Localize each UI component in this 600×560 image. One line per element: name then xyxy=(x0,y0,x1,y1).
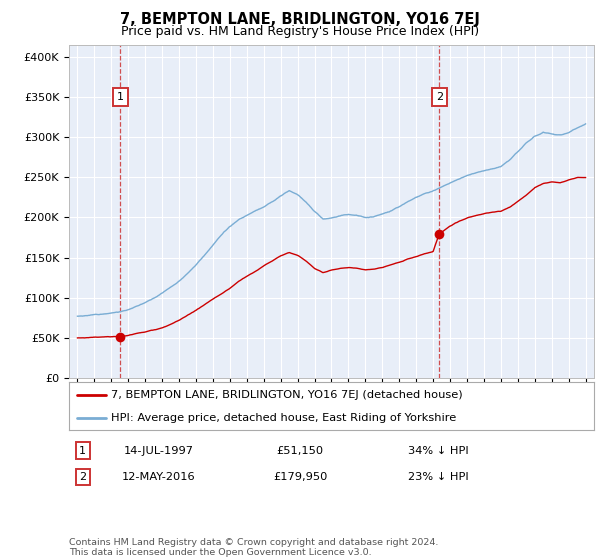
Text: 7, BEMPTON LANE, BRIDLINGTON, YO16 7EJ (detached house): 7, BEMPTON LANE, BRIDLINGTON, YO16 7EJ (… xyxy=(111,390,463,400)
Text: £179,950: £179,950 xyxy=(273,472,327,482)
Text: 1: 1 xyxy=(117,92,124,102)
Text: 1: 1 xyxy=(79,446,86,456)
Text: 7, BEMPTON LANE, BRIDLINGTON, YO16 7EJ: 7, BEMPTON LANE, BRIDLINGTON, YO16 7EJ xyxy=(120,12,480,27)
Text: 23% ↓ HPI: 23% ↓ HPI xyxy=(407,472,469,482)
Text: 2: 2 xyxy=(79,472,86,482)
Text: 14-JUL-1997: 14-JUL-1997 xyxy=(124,446,194,456)
Text: Contains HM Land Registry data © Crown copyright and database right 2024.
This d: Contains HM Land Registry data © Crown c… xyxy=(69,538,439,557)
Text: 34% ↓ HPI: 34% ↓ HPI xyxy=(407,446,469,456)
Text: HPI: Average price, detached house, East Riding of Yorkshire: HPI: Average price, detached house, East… xyxy=(111,413,456,423)
Text: £51,150: £51,150 xyxy=(277,446,323,456)
Text: Price paid vs. HM Land Registry's House Price Index (HPI): Price paid vs. HM Land Registry's House … xyxy=(121,25,479,38)
Text: 2: 2 xyxy=(436,92,443,102)
Text: 12-MAY-2016: 12-MAY-2016 xyxy=(122,472,196,482)
